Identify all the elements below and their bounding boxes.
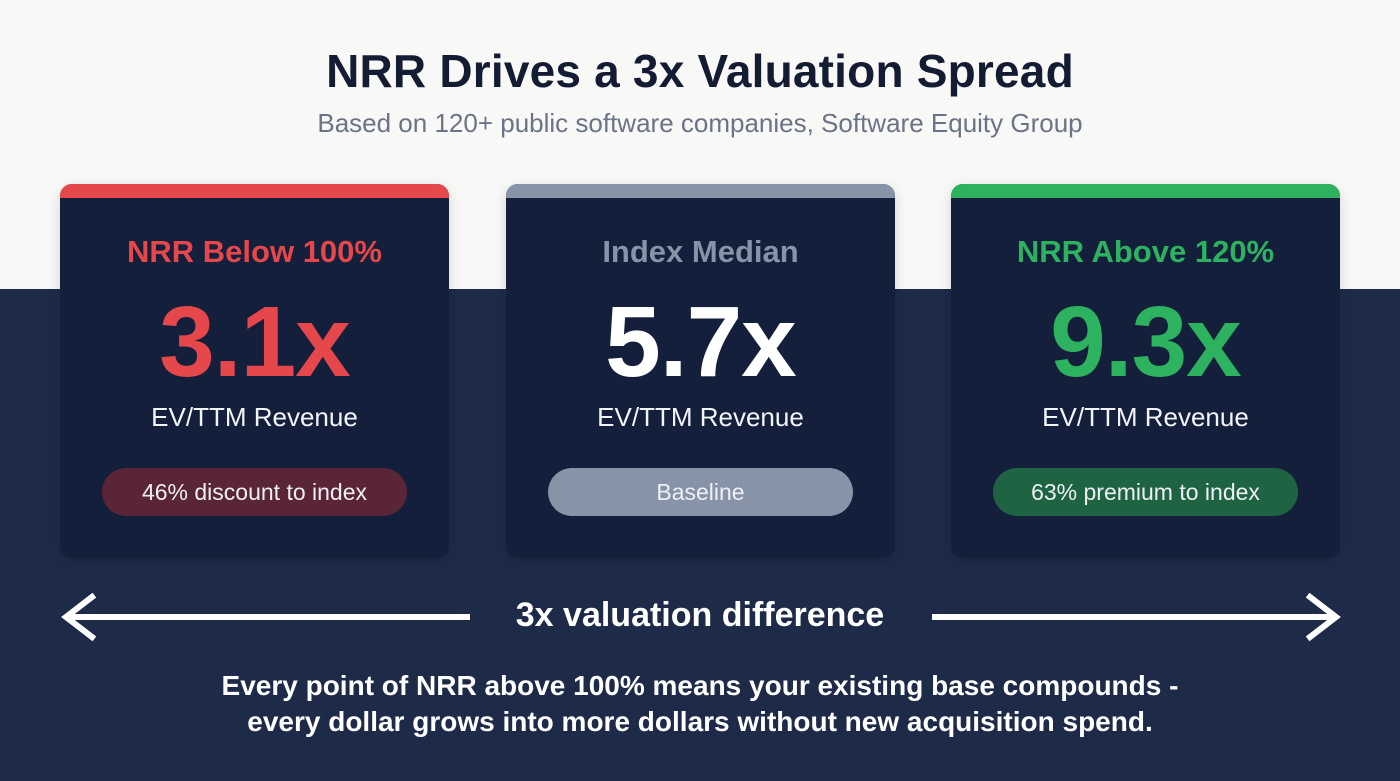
spread-label: 3x valuation difference xyxy=(515,596,885,634)
footer-line-2: every dollar grows into more dollars wit… xyxy=(247,706,1153,737)
card-metric: EV/TTM Revenue xyxy=(597,402,804,432)
card-index-median: Index Median 5.7x EV/TTM Revenue Baselin… xyxy=(506,184,895,558)
arrow-right-icon xyxy=(932,592,1341,642)
page-title: NRR Drives a 3x Valuation Spread xyxy=(326,45,1074,97)
card-accent-bar xyxy=(951,184,1340,198)
card-value: 9.3x xyxy=(1050,286,1242,398)
status-badge: 63% premium to index xyxy=(993,468,1298,516)
card-value: 5.7x xyxy=(605,286,797,398)
arrow-left-icon xyxy=(61,592,470,642)
card-accent-bar xyxy=(60,184,449,198)
status-badge: 46% discount to index xyxy=(102,468,407,516)
card-value: 3.1x xyxy=(159,286,351,398)
footer-line-1: Every point of NRR above 100% means your… xyxy=(221,670,1179,701)
card-label: NRR Below 100% xyxy=(127,234,382,269)
valuation-spread-indicator: 3x valuation difference xyxy=(0,590,1400,644)
card-nrr-above-120: NRR Above 120% 9.3x EV/TTM Revenue 63% p… xyxy=(951,184,1340,558)
status-badge: Baseline xyxy=(548,468,853,516)
card-nrr-below-100: NRR Below 100% 3.1x EV/TTM Revenue 46% d… xyxy=(60,184,449,558)
card-metric: EV/TTM Revenue xyxy=(1042,402,1249,432)
card-label: Index Median xyxy=(602,234,799,269)
footer-takeaway: Every point of NRR above 100% means your… xyxy=(0,668,1400,740)
card-metric: EV/TTM Revenue xyxy=(151,402,358,432)
card-label: NRR Above 120% xyxy=(1016,234,1275,269)
card-accent-bar xyxy=(506,184,895,198)
page-subtitle: Based on 120+ public software companies,… xyxy=(317,108,1083,138)
